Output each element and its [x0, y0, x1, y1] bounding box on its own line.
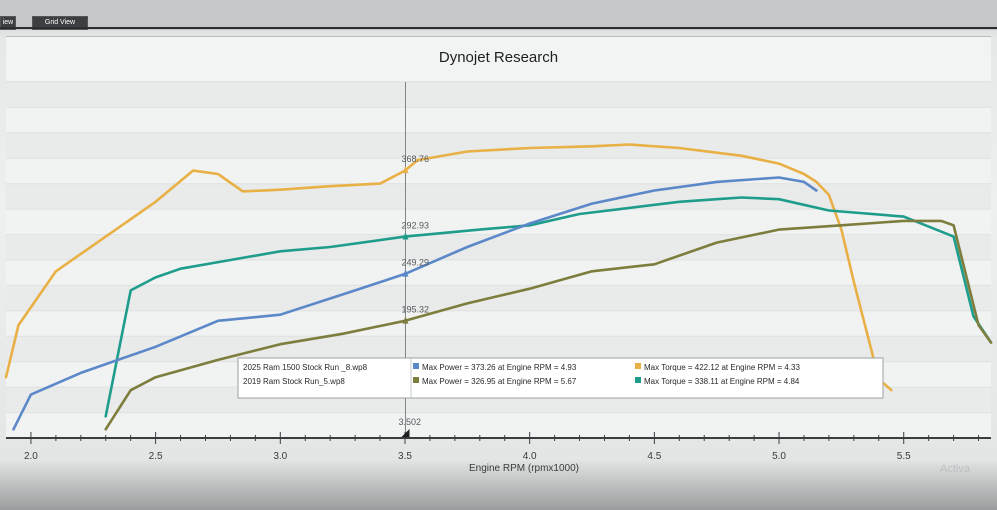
x-tick-label: 5.0 — [772, 451, 786, 462]
chart-title: Dynojet Research — [438, 49, 559, 66]
grid-band — [6, 132, 991, 159]
legend-entry: Max Power = 373.26 at Engine RPM = 4.93 — [422, 363, 577, 372]
x-tick-label: 4.5 — [647, 451, 661, 462]
cursor-marker — [402, 269, 409, 277]
series-line-3 — [12, 176, 818, 431]
cursor-x-value: 3.502 — [398, 417, 421, 427]
x-tick-label: 2.5 — [149, 451, 163, 462]
legend-swatch — [413, 363, 419, 369]
series-line-1 — [4, 143, 893, 392]
grid-band — [6, 183, 991, 210]
legend-file-name: 2025 Ram 1500 Stock Run _8.wp8 — [243, 363, 368, 372]
grid-band — [6, 285, 991, 311]
watermark-text: Activa — [940, 463, 971, 475]
cursor-value-label: 368.76 — [401, 154, 429, 164]
x-tick-label: 3.5 — [398, 451, 412, 462]
cursor-marker — [402, 316, 409, 324]
legend-entry: Max Torque = 338.11 at Engine RPM = 4.84 — [644, 377, 800, 386]
legend-swatch — [635, 363, 641, 369]
grid-view-tab[interactable]: Grid View — [32, 16, 88, 30]
series-line-4 — [104, 219, 993, 431]
cursor-flag — [401, 429, 410, 437]
toolbar-divider — [0, 27, 997, 29]
legend-box — [237, 357, 884, 399]
x-tick-label: 2.0 — [24, 451, 38, 462]
cursor-value-label: 195.32 — [401, 305, 429, 315]
legend: 2025 Ram 1500 Stock Run _8.wp8 Max Power … — [237, 357, 884, 399]
grid — [6, 81, 991, 439]
legend-swatch — [413, 377, 419, 383]
legend-swatch — [635, 377, 641, 383]
legend-entry: Max Power = 326.95 at Engine RPM = 5.67 — [422, 377, 577, 386]
cursor-value-label: 292.93 — [401, 221, 429, 231]
legend-file-name: 2019 Ram Stock Run_5.wp8 — [243, 377, 345, 386]
x-tick-label: 3.0 — [273, 451, 287, 462]
x-tick-label: 5.5 — [897, 451, 911, 462]
series-line-2 — [104, 196, 993, 418]
legend-entry: Max Torque = 422.12 at Engine RPM = 4.33 — [644, 363, 801, 372]
grid-band — [6, 234, 991, 260]
title-panel: Dynojet Research — [6, 36, 991, 81]
series-layer — [4, 143, 993, 431]
toolbar: iew Grid View — [0, 0, 997, 30]
view-tab[interactable]: iew — [0, 16, 16, 30]
x-axis: 2.0 2.5 3.0 3.5 4.0 4.5 5.0 5.5 Engine RPM (rpmx… — [6, 417, 991, 474]
x-axis-title: Engine RPM (rpmx1000) — [469, 463, 579, 474]
cursor-marker — [402, 232, 409, 240]
cursor-marker — [402, 166, 409, 174]
grid-band — [6, 82, 991, 108]
cursor-value-label: 249.29 — [401, 258, 429, 268]
x-tick-label: 4.0 — [523, 451, 537, 462]
